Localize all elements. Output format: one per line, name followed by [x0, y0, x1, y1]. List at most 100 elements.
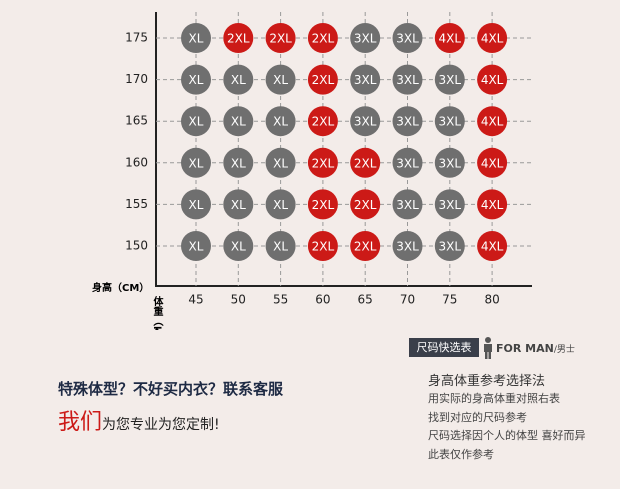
- x-axis-label: 体重（kg）: [151, 295, 164, 330]
- size-label: 2XL: [312, 32, 335, 46]
- size-dot: [307, 189, 338, 220]
- guide-title: 身高体重参考选择法: [428, 374, 546, 389]
- size-label: 4XL: [481, 156, 504, 170]
- x-tick-label: 60: [315, 293, 330, 307]
- size-label: 3XL: [354, 115, 377, 129]
- size-label: XL: [189, 198, 204, 212]
- y-axis-label: 身高（CM）: [92, 281, 149, 294]
- size-dot: [181, 106, 211, 137]
- size-dot: [181, 23, 211, 53]
- size-label: 2XL: [354, 240, 377, 254]
- size-label: 3XL: [439, 198, 462, 212]
- y-tick-label: 165: [125, 114, 148, 128]
- size-dot: [392, 147, 423, 178]
- promo-line2: 我们为您专业为您定制!: [58, 404, 220, 436]
- x-tick-label: 70: [400, 293, 415, 307]
- size-label: 2XL: [312, 115, 335, 129]
- size-label: 4XL: [481, 115, 504, 129]
- size-label: 3XL: [396, 240, 419, 254]
- y-tick-label: 175: [125, 31, 148, 45]
- size-label: 3XL: [396, 156, 419, 170]
- y-tick-label: 155: [125, 197, 148, 211]
- size-label: 3XL: [354, 73, 377, 87]
- size-label: XL: [231, 198, 246, 212]
- size-label: 2XL: [269, 32, 292, 46]
- guide-line: 此表仅作参考: [428, 447, 494, 461]
- size-label: XL: [231, 115, 246, 129]
- size-dot: [434, 106, 465, 137]
- size-dot: [477, 106, 508, 137]
- guide-lines: 用实际的身高体重对照右表 找到对应的尺码参考 尺码选择因个人的体型 喜好而异 此表仅作…: [428, 390, 586, 464]
- size-dot: [223, 64, 254, 95]
- size-label: 4XL: [481, 240, 504, 254]
- promo-rest: 为您专业为您定制!: [102, 417, 220, 433]
- size-dot: [434, 23, 465, 53]
- person-icon: [484, 337, 492, 359]
- size-dot: [265, 106, 296, 137]
- size-dot: [223, 106, 254, 137]
- size-dot: [434, 64, 465, 95]
- size-label: 3XL: [396, 32, 419, 46]
- size-dot: [181, 64, 211, 95]
- size-label: XL: [273, 198, 288, 212]
- gender-cn: /男士: [553, 345, 575, 355]
- size-dot: [477, 23, 508, 53]
- x-tick-label: 75: [442, 293, 457, 307]
- size-label: XL: [231, 240, 246, 254]
- size-dot: [350, 106, 381, 137]
- badge-gender: FOR MAN/男士: [496, 342, 575, 355]
- size-dot: [350, 23, 381, 53]
- size-label: 2XL: [227, 32, 250, 46]
- size-label: 2XL: [354, 198, 377, 212]
- y-tick-label: 160: [125, 155, 148, 169]
- size-dot: [307, 64, 338, 95]
- size-dot: [350, 231, 381, 261]
- size-dot: [265, 231, 296, 261]
- size-dot: [350, 189, 381, 220]
- size-label: 3XL: [439, 240, 462, 254]
- size-dot: [477, 64, 508, 95]
- size-dot: [477, 189, 508, 220]
- badge-title: 尺码快选表: [409, 338, 479, 357]
- size-label: XL: [273, 156, 288, 170]
- x-tick-label: 50: [231, 293, 246, 307]
- size-dot: [181, 189, 211, 220]
- gender-en: FOR MAN: [496, 342, 554, 355]
- size-label: XL: [231, 156, 246, 170]
- size-dot: [307, 147, 338, 178]
- size-label: 3XL: [396, 198, 419, 212]
- y-tick-label: 170: [125, 72, 148, 86]
- x-tick-label: 55: [273, 293, 288, 307]
- size-label: 2XL: [312, 198, 335, 212]
- size-dot: [265, 147, 296, 178]
- size-dot: [223, 231, 254, 261]
- size-dot: [181, 147, 211, 178]
- size-label: XL: [189, 73, 204, 87]
- size-dot: [223, 189, 254, 220]
- size-dot: [392, 23, 423, 53]
- size-dot: [307, 231, 338, 261]
- guide-line: 找到对应的尺码参考: [428, 410, 527, 424]
- promo-line: 特殊体型？不好买内衣？联系客服: [58, 380, 284, 398]
- size-dot: [350, 64, 381, 95]
- size-label: 2XL: [354, 156, 377, 170]
- size-label: XL: [189, 156, 204, 170]
- size-dot: [392, 64, 423, 95]
- size-label: XL: [189, 115, 204, 129]
- size-label: 2XL: [312, 73, 335, 87]
- size-label: 3XL: [439, 73, 462, 87]
- size-dot: [265, 189, 296, 220]
- size-label: 2XL: [312, 240, 335, 254]
- size-label: 4XL: [481, 32, 504, 46]
- size-dot: [434, 189, 465, 220]
- size-label: 3XL: [439, 156, 462, 170]
- size-label: XL: [231, 73, 246, 87]
- x-tick-label: 80: [484, 293, 499, 307]
- size-label: 4XL: [439, 32, 462, 46]
- size-dot: [392, 231, 423, 261]
- size-label: 3XL: [396, 115, 419, 129]
- size-label: XL: [189, 240, 204, 254]
- size-dot: [223, 147, 254, 178]
- guide-line: 用实际的身高体重对照右表: [428, 392, 560, 405]
